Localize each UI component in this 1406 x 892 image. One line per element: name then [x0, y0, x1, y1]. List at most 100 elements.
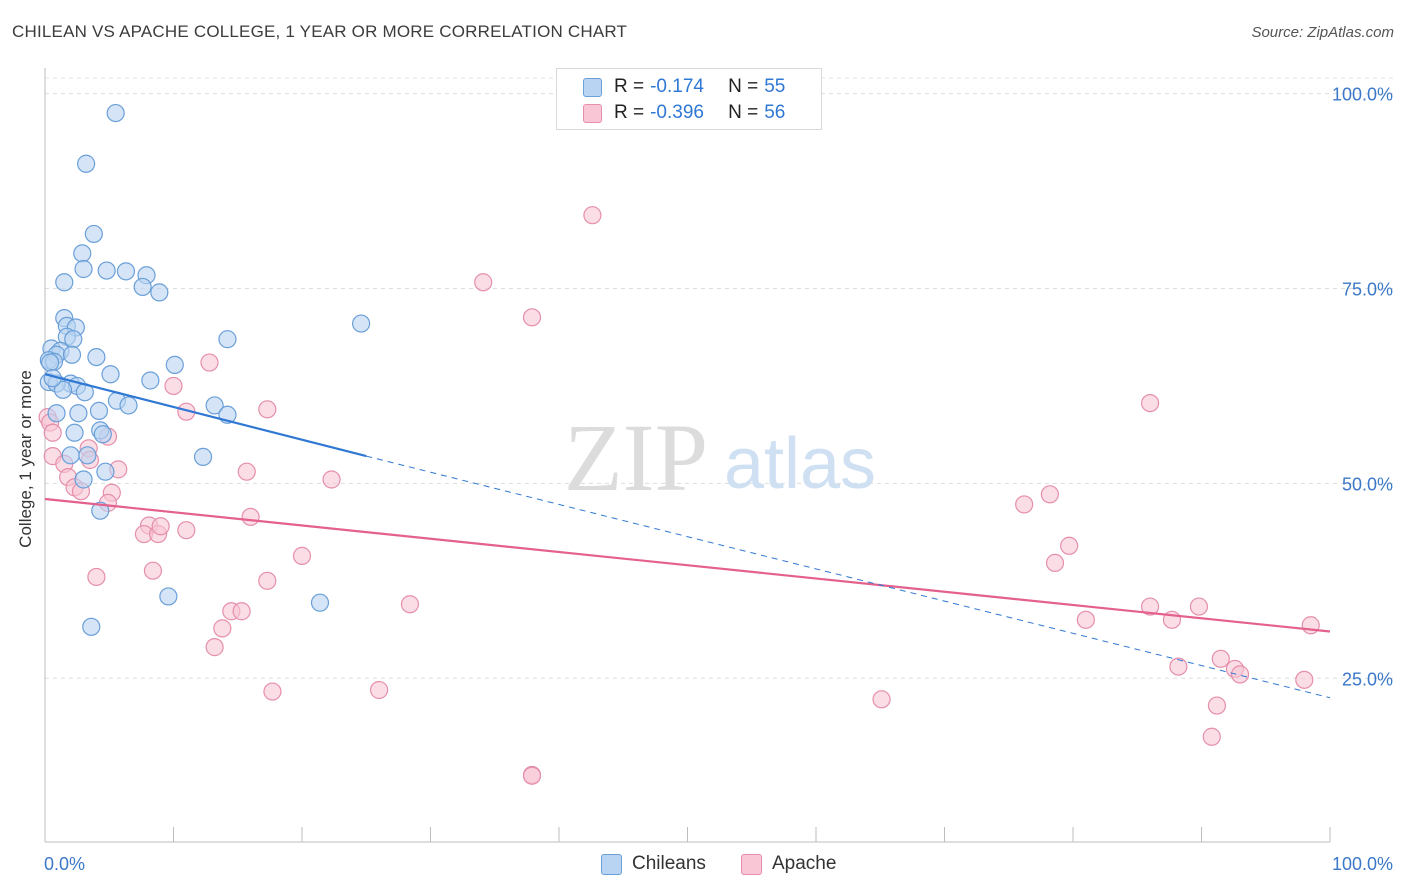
apache-point — [1207, 696, 1227, 715]
chileans-point — [82, 617, 101, 636]
x-tick-label: 100.0% — [1332, 854, 1393, 874]
apache-point — [258, 400, 277, 419]
bottom-legend-swatch-chileans — [601, 853, 622, 875]
chileans-trend-extension — [366, 455, 1331, 699]
apache-point — [1060, 536, 1079, 555]
apache-point — [213, 619, 232, 638]
source-label: Source: ZipAtlas.com — [1251, 24, 1394, 41]
bottom-legend-swatch-apache — [741, 853, 762, 875]
legend-row-chileans: R = -0.174 N = 55 — [557, 74, 785, 100]
legend-r-value: -0.174 — [650, 76, 704, 97]
apache-trend-line — [44, 497, 1331, 633]
gridlines — [45, 77, 1393, 679]
apache-point — [370, 680, 389, 700]
chileans-point — [77, 154, 96, 173]
legend-n-value: 56 — [764, 102, 786, 123]
apache-point — [1169, 657, 1188, 676]
correlation-legend: R = -0.174 N = 55 R = -0.396 N = 56 — [556, 68, 822, 130]
chileans-point — [61, 446, 80, 465]
apache-point — [583, 206, 602, 225]
apache-point — [241, 507, 260, 527]
apache-point — [205, 638, 224, 657]
apache-point — [1211, 649, 1230, 668]
legend-swatch-apache — [583, 103, 602, 123]
chileans-point — [106, 103, 125, 123]
x-tick-label: 0.0% — [44, 854, 85, 874]
legend-row-apache: R = -0.396 N = 56 — [557, 100, 785, 126]
apache-point — [872, 690, 891, 709]
chart-title: CHILEAN VS APACHE COLLEGE, 1 YEAR OR MOR… — [12, 22, 628, 41]
apache-point — [237, 462, 256, 481]
apache-point — [258, 571, 277, 590]
apache-point — [474, 273, 493, 292]
chileans-point — [205, 396, 224, 415]
legend-r-label: R = — [614, 102, 645, 123]
bottom-legend-chileans: Chileans — [601, 851, 706, 877]
chileans-point — [73, 244, 92, 263]
apache-point — [522, 766, 542, 785]
apache-point — [1045, 553, 1065, 573]
legend-swatch-chileans — [583, 77, 602, 97]
apache-point — [1076, 610, 1095, 629]
legend-n-label: N = — [728, 76, 759, 97]
apache-point — [177, 521, 196, 540]
chileans-point — [84, 224, 103, 244]
apache-point — [232, 602, 251, 621]
apache-point — [1230, 665, 1250, 684]
chileans-point — [89, 401, 109, 420]
chileans-point — [69, 404, 88, 423]
chileans-point — [141, 371, 160, 390]
y-tick-label: 25.0% — [1342, 669, 1393, 689]
apache-point — [1202, 727, 1221, 746]
chileans-point — [62, 345, 82, 364]
apache-point — [522, 308, 542, 327]
apache-point — [1040, 485, 1059, 504]
legend-n-label: N = — [728, 102, 759, 123]
watermark-zip: ZIP — [564, 404, 708, 511]
chileans-point — [159, 587, 178, 606]
chileans-point — [96, 462, 115, 481]
chileans-point — [47, 404, 66, 423]
trend-lines — [44, 373, 1331, 699]
apache-point — [322, 470, 341, 489]
chileans-point — [74, 470, 93, 489]
chileans-points — [39, 103, 371, 636]
apache-point — [143, 561, 163, 580]
apache-point — [200, 353, 219, 372]
chileans-point — [74, 259, 93, 279]
watermark-atlas: atlas — [724, 424, 876, 504]
chileans-point — [133, 277, 152, 297]
chileans-point — [165, 355, 184, 374]
apache-point — [1140, 597, 1160, 616]
tick-labels: 100.0% 75.0% 50.0% 25.0% 0.0% 100.0% — [44, 85, 1393, 874]
chileans-point — [310, 593, 330, 612]
chileans-point — [193, 447, 213, 466]
apache-point — [151, 517, 170, 536]
legend-r-value: -0.396 — [650, 102, 704, 123]
chileans-point — [97, 261, 116, 280]
chileans-point — [41, 353, 60, 372]
apache-point — [164, 376, 183, 396]
chileans-point — [78, 446, 97, 465]
legend-r-label: R = — [614, 76, 645, 97]
chileans-trend-line — [44, 373, 367, 458]
chileans-point — [218, 330, 237, 349]
chileans-point — [150, 283, 169, 302]
bottom-legend-label-apache: Apache — [772, 853, 837, 874]
y-tick-label: 75.0% — [1342, 279, 1393, 299]
apache-point — [1015, 495, 1034, 514]
apache-point — [263, 682, 282, 701]
apache-point — [1295, 670, 1314, 689]
chileans-point — [119, 396, 138, 415]
apache-point — [87, 567, 106, 587]
bottom-legend-apache: Apache — [741, 851, 836, 877]
bottom-legend-label-chileans: Chileans — [632, 853, 706, 874]
apache-point — [292, 546, 312, 565]
legend-n-value: 55 — [764, 76, 786, 97]
apache-point — [1140, 393, 1160, 413]
chileans-point — [116, 262, 136, 281]
y-tick-label: 50.0% — [1342, 474, 1393, 494]
apache-point — [43, 423, 62, 442]
chileans-point — [55, 273, 74, 292]
chileans-point — [91, 501, 110, 520]
